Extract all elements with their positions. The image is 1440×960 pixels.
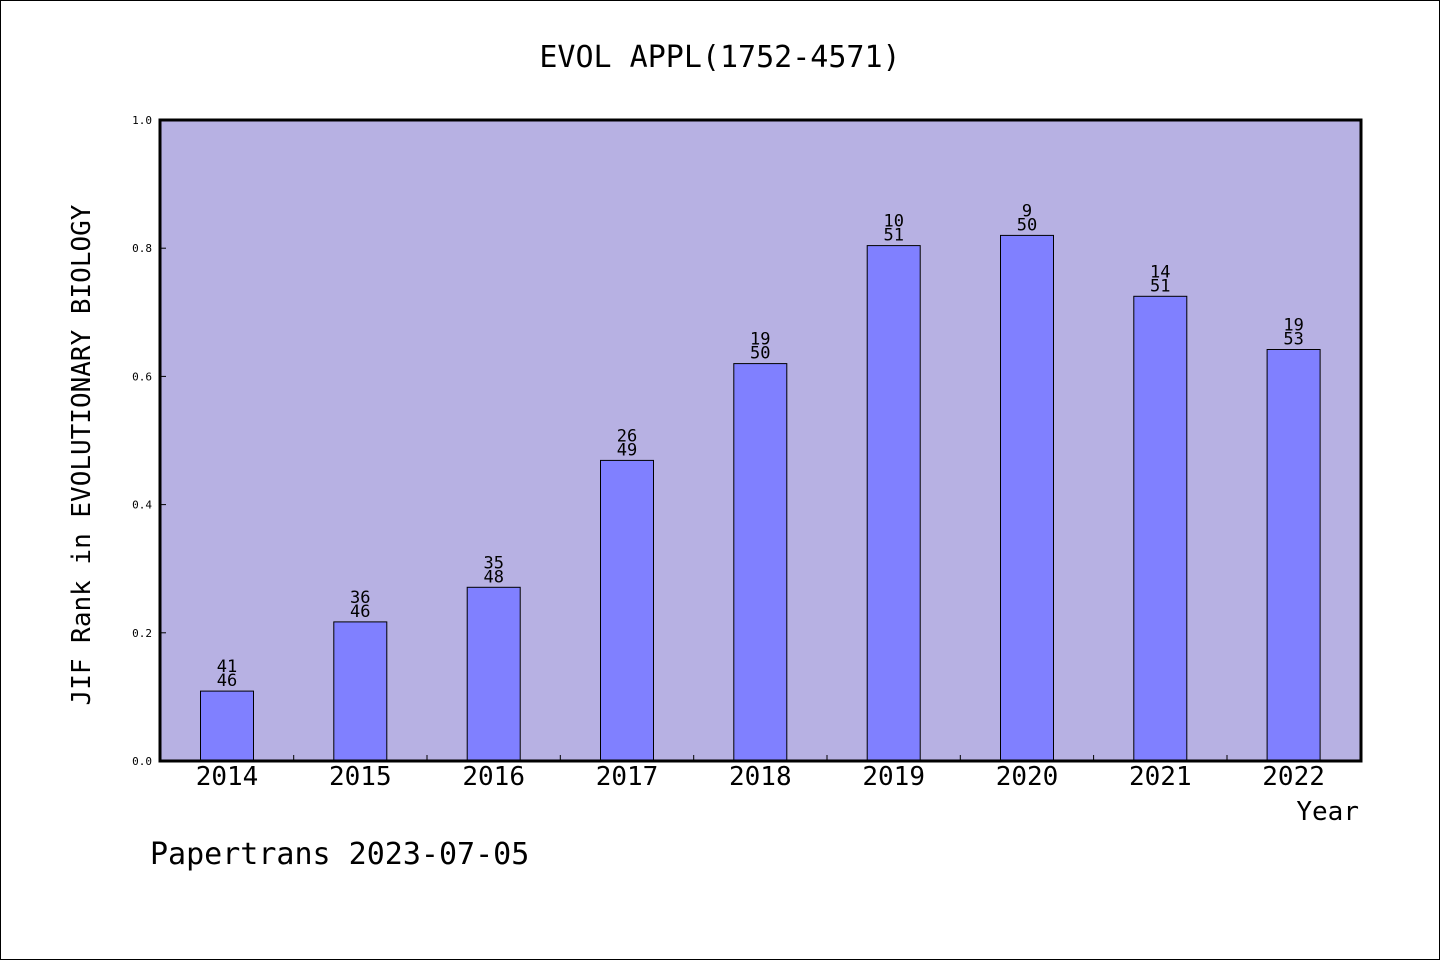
- chart-title: EVOL APPL(1752-4571): [539, 40, 900, 75]
- y-tick-label-0.6: 0.6: [132, 370, 152, 383]
- bar-total-label-2022: 53: [1283, 330, 1303, 350]
- bar-total-label-2020: 50: [1017, 215, 1037, 235]
- y-tick-label-0.2: 0.2: [132, 627, 152, 640]
- y-tick-label-0.4: 0.4: [132, 499, 152, 512]
- plot-border: [158, 118, 1363, 763]
- bar-2018: [733, 363, 788, 762]
- y-tick-label-0.0: 0.0: [132, 755, 152, 768]
- bar-total-label-2019: 51: [883, 226, 903, 246]
- bars-group: [200, 234, 1321, 762]
- bar-2015: [333, 621, 388, 762]
- bar-2017: [600, 459, 654, 762]
- x-tick-label-2018: 2018: [729, 762, 792, 792]
- bar-rank-label-2018: 19: [750, 330, 770, 350]
- x-tick-label-2022: 2022: [1262, 762, 1325, 792]
- x-tick-label-2015: 2015: [329, 762, 392, 792]
- bar-2014: [200, 690, 254, 762]
- x-tick-label-2020: 2020: [996, 762, 1059, 792]
- x-tick-label-2016: 2016: [462, 762, 525, 792]
- y-axis-label: JIF Rank in EVOLUTIONARY BIOLOGY: [67, 204, 97, 705]
- bar-2020: [1000, 234, 1054, 762]
- bar-total-label-2015: 46: [350, 602, 370, 622]
- bar-total-label-2014: 46: [217, 671, 237, 691]
- bar-rank-label-2016: 35: [483, 553, 503, 573]
- bar-rank-label-2021: 14: [1150, 262, 1170, 282]
- bar-2021: [1133, 295, 1188, 762]
- x-tick-label-2021: 2021: [1129, 762, 1192, 792]
- bar-rank-label-2015: 36: [350, 588, 370, 608]
- bar-rank-label-2020: 9: [1022, 201, 1032, 221]
- bar-rank-label-2019: 10: [883, 212, 903, 232]
- bar-2019: [866, 245, 921, 762]
- bar-total-label-2021: 51: [1150, 276, 1170, 296]
- y-ticks-group: 0.0 0.2 0.4 0.6 0.8 1.0: [132, 114, 166, 768]
- bar-total-label-2018: 50: [750, 344, 770, 364]
- y-tick-label-0.8: 0.8: [132, 242, 152, 255]
- y-tick-label-1.0: 1.0: [132, 114, 152, 127]
- x-tick-label-2017: 2017: [596, 762, 659, 792]
- x-ticks-group: 2014 2015 2016 2017 2018 2019 2020 2021 2022: [196, 755, 1325, 792]
- bar-2022: [1266, 349, 1321, 762]
- footer-source-date: Papertrans 2023-07-05: [150, 837, 529, 872]
- x-axis-label: Year: [1296, 797, 1359, 827]
- bar-rank-label-2022: 19: [1283, 316, 1303, 336]
- bar-total-label-2016: 48: [483, 567, 503, 587]
- x-tick-label-2014: 2014: [196, 762, 259, 792]
- x-tick-label-2019: 2019: [862, 762, 925, 792]
- bar-rank-label-2017: 26: [617, 426, 637, 446]
- bar-rank-label-2014: 41: [217, 657, 237, 677]
- bar-total-label-2017: 49: [617, 440, 637, 460]
- bar-2016: [466, 586, 521, 762]
